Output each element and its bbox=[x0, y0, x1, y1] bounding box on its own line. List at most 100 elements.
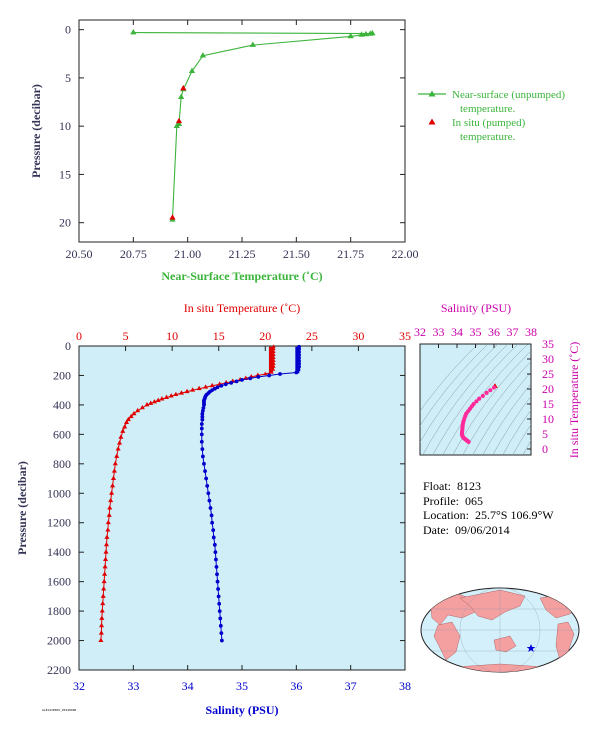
temperature-point bbox=[110, 483, 116, 488]
profile-value: 065 bbox=[465, 493, 483, 508]
ts-points bbox=[459, 383, 498, 445]
profile-y-tick-label: 1800 bbox=[47, 604, 71, 618]
near-surface-point bbox=[130, 28, 137, 35]
location-value: 25.7°S 106.9°W bbox=[474, 508, 554, 522]
temperature-point bbox=[164, 394, 170, 399]
profile-top-x-ticks: 0 5 10 15 20 25 30 35 bbox=[76, 329, 411, 351]
temperature-mixed-layer-band bbox=[268, 346, 273, 374]
temperature-point bbox=[105, 519, 111, 525]
salinity-point bbox=[278, 372, 282, 376]
temperature-point bbox=[135, 407, 141, 413]
salinity-point bbox=[199, 426, 204, 431]
profile-y-tick-label: 1000 bbox=[47, 486, 71, 500]
ts-x-tick-label: 38 bbox=[525, 325, 537, 339]
temperature-point bbox=[115, 446, 121, 451]
salinity-point bbox=[208, 506, 213, 510]
temperature-point bbox=[100, 600, 106, 606]
temperature-point bbox=[102, 564, 108, 569]
temperature-point bbox=[110, 475, 116, 480]
temperature-point bbox=[168, 393, 174, 398]
temperature-point bbox=[101, 578, 107, 584]
ts-title: Salinity (PSU) bbox=[441, 301, 511, 315]
ts-x-tick-label: 37 bbox=[507, 325, 519, 339]
temperature-point bbox=[98, 637, 104, 642]
salinity-point bbox=[219, 638, 224, 643]
near-surface-y-ticks: 0 5 10 15 20 bbox=[59, 23, 405, 230]
ts-isopycnal-lines bbox=[420, 344, 531, 455]
temperature-salinity-profile-chart: 0 5 10 15 20 25 30 35 32 33 34 35 36 37 38 0 200 400 600… bbox=[15, 301, 411, 717]
salinity-point bbox=[213, 550, 218, 555]
near-surface-x-tick-label: 21.25 bbox=[229, 247, 256, 261]
temperature-point bbox=[144, 402, 150, 407]
salinity-point bbox=[218, 616, 223, 621]
near-surface-x-axis-label: Near-Surface Temperature (˚C) bbox=[161, 269, 322, 283]
isopycnal-line bbox=[442, 344, 529, 455]
ts-point bbox=[474, 399, 479, 404]
map-landmass-africa bbox=[433, 621, 461, 661]
ts-x-ticks: 32 33 34 35 36 37 38 bbox=[414, 325, 537, 348]
salinity-point bbox=[201, 405, 206, 410]
profile-y-tick-label: 1400 bbox=[47, 545, 71, 559]
ts-y-tick-label: 15 bbox=[542, 397, 554, 411]
temperature-point bbox=[128, 413, 134, 419]
float-id-row: Float: 8123 bbox=[423, 479, 554, 494]
near-surface-point bbox=[178, 93, 185, 100]
location-label: Location: bbox=[423, 508, 469, 522]
isopycnal-line bbox=[420, 344, 499, 443]
salinity-point bbox=[215, 572, 219, 577]
ts-y-tick-label: 20 bbox=[542, 382, 554, 396]
salinity-mixed-layer-band bbox=[295, 346, 300, 374]
salinity-point bbox=[202, 403, 206, 407]
profile-top-x-tick-label: 30 bbox=[352, 329, 364, 343]
temperature-point bbox=[178, 390, 184, 395]
salinity-point bbox=[214, 557, 218, 562]
date-value: 09/06/2014 bbox=[455, 522, 510, 537]
salinity-point bbox=[218, 623, 223, 628]
profile-y-tick-label: 0 bbox=[65, 339, 71, 353]
map-landmass-asia bbox=[459, 589, 526, 621]
temperature-point bbox=[184, 388, 190, 394]
temperature-point bbox=[118, 434, 124, 439]
temperature-point bbox=[99, 622, 105, 628]
temperature-point bbox=[99, 608, 105, 613]
temperature-point bbox=[131, 410, 137, 416]
ts-point bbox=[491, 385, 497, 390]
profile-plot-frame bbox=[78, 345, 406, 671]
temperature-point bbox=[123, 419, 130, 425]
ts-y-axis-label: In situ Temperature (˚C) bbox=[567, 342, 581, 459]
temperature-point bbox=[98, 630, 104, 635]
salinity-point bbox=[199, 439, 204, 444]
profile-bottom-x-tick-label: 33 bbox=[127, 679, 139, 693]
temperature-point bbox=[120, 428, 126, 433]
profile-bottom-x-tick-label: 37 bbox=[345, 679, 357, 693]
isopycnal-line bbox=[472, 371, 531, 455]
temperature-point bbox=[105, 527, 111, 532]
profile-y-tick-label: 600 bbox=[53, 427, 71, 441]
temperature-point bbox=[203, 384, 209, 389]
salinity-point bbox=[205, 484, 210, 488]
salinity-point bbox=[212, 542, 217, 547]
salinity-point bbox=[199, 432, 204, 437]
isopycnal-line bbox=[452, 350, 531, 455]
temperature-point bbox=[100, 593, 106, 598]
salinity-point bbox=[256, 375, 261, 379]
near-surface-x-tick-label: 20.50 bbox=[66, 247, 93, 261]
ts-x-tick-label: 32 bbox=[414, 325, 426, 339]
in-situ-point bbox=[175, 117, 183, 124]
profile-bottom-x-tick-label: 38 bbox=[399, 679, 411, 693]
temperature-point bbox=[209, 382, 215, 388]
salinity-point bbox=[210, 520, 215, 525]
profile-top-x-tick-label: 20 bbox=[259, 329, 271, 343]
temperature-point bbox=[103, 541, 110, 547]
legend-in-situ-marker bbox=[428, 118, 436, 125]
profile-row: Profile: 065 bbox=[423, 494, 554, 509]
ts-x-tick-label: 36 bbox=[488, 325, 500, 339]
near-surface-legend: Near-surface (unpumped) temperature. In s… bbox=[418, 89, 565, 143]
salinity-point bbox=[217, 601, 222, 606]
isopycnal-line bbox=[422, 344, 509, 455]
isopycnal-line bbox=[420, 344, 479, 412]
salinity-point bbox=[203, 469, 207, 474]
profile-bottom-x-tick-label: 32 bbox=[73, 679, 85, 693]
salinity-point bbox=[223, 382, 228, 387]
profile-bottom-x-tick-label: 36 bbox=[290, 679, 302, 693]
